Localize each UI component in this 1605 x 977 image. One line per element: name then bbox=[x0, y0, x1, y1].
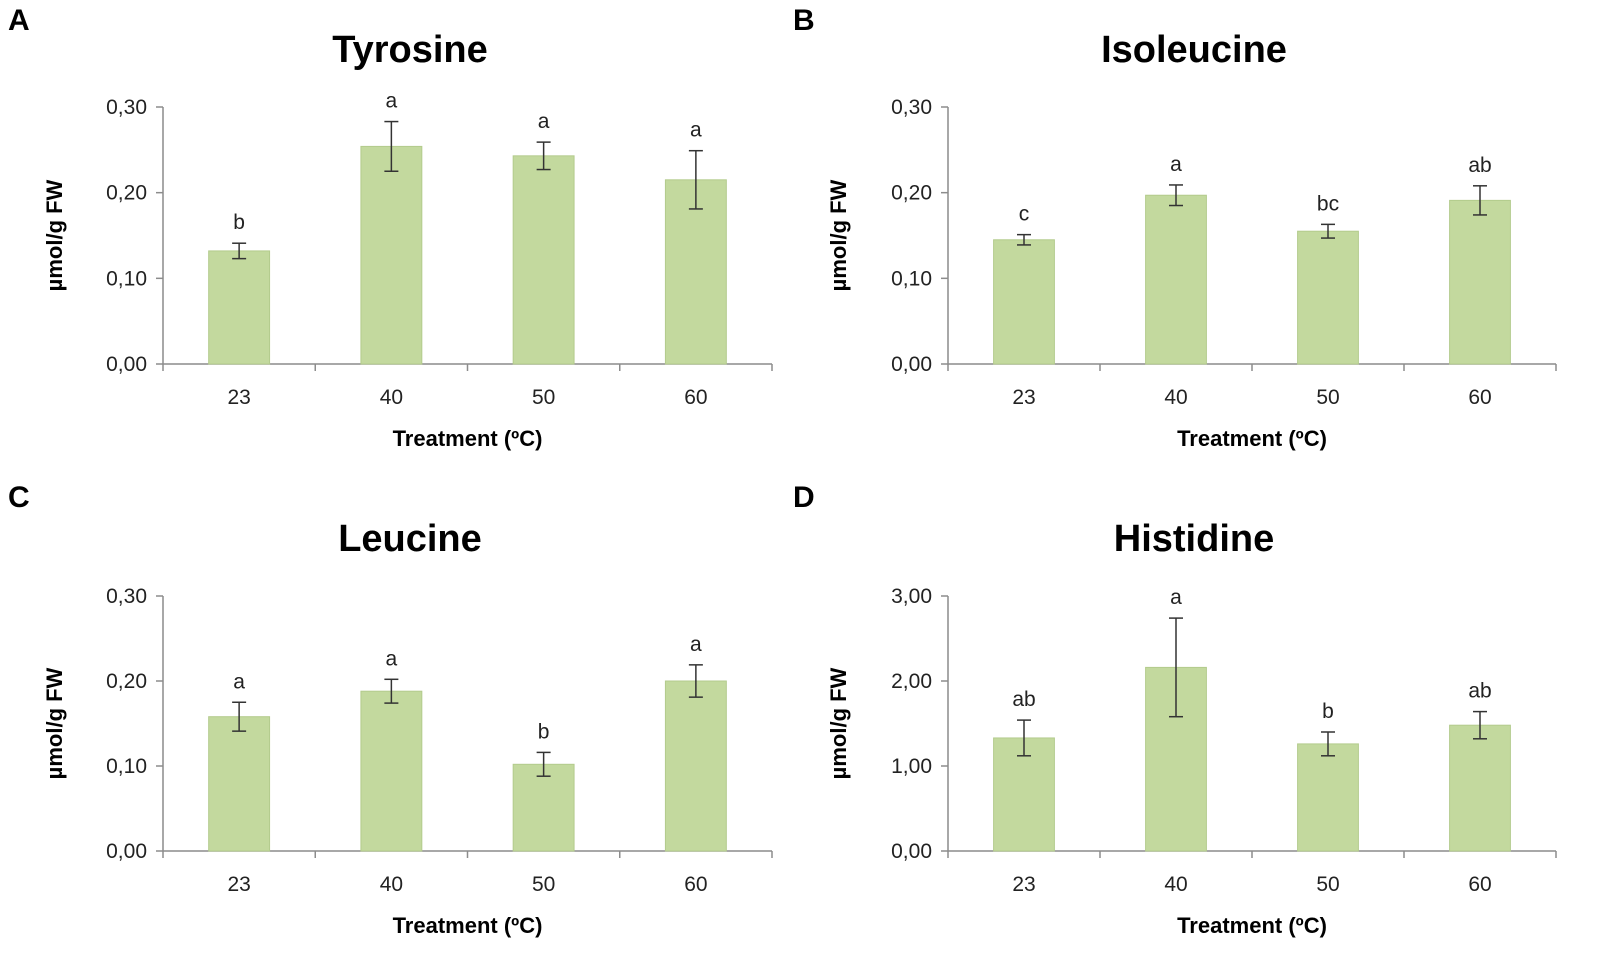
x-axis-title-d: Treatment (ºC) bbox=[1177, 913, 1327, 938]
significance-label-b-50: bc bbox=[1317, 192, 1339, 215]
significance-label-a-60: a bbox=[690, 119, 702, 142]
x-axis-title-b: Treatment (ºC) bbox=[1177, 426, 1327, 451]
significance-label-a-50: a bbox=[538, 110, 550, 133]
panel-letter-b: B bbox=[793, 4, 815, 37]
significance-label-c-23: a bbox=[233, 670, 245, 693]
bar-a-60 bbox=[664, 179, 727, 365]
x-tick-label-c-50: 50 bbox=[532, 873, 555, 896]
y-tick-label-b: 0,10 bbox=[891, 267, 932, 290]
y-tick-label-b: 0,20 bbox=[891, 182, 932, 205]
bar-c-60 bbox=[664, 680, 727, 852]
x-tick-label-b-23: 23 bbox=[1012, 386, 1035, 409]
x-tick-label-d-23: 23 bbox=[1012, 873, 1035, 896]
bar-a-23 bbox=[208, 250, 271, 365]
bar-b-60 bbox=[1449, 199, 1511, 365]
bar-b-50 bbox=[1297, 230, 1359, 365]
chart-panel-a: A Tyrosine 0,00 0,10 0,20 0,30 b 23 a 40 a 50 a 60 Tre… bbox=[8, 4, 773, 451]
bar-a-40 bbox=[360, 145, 423, 365]
bar-c-40 bbox=[360, 690, 423, 852]
y-tick-label-d: 3,00 bbox=[891, 585, 932, 608]
significance-label-b-60: ab bbox=[1468, 154, 1491, 177]
y-tick-label-a: 0,30 bbox=[106, 96, 147, 119]
y-tick-label-c: 0,20 bbox=[106, 670, 147, 693]
y-tick-label-b: 0,30 bbox=[891, 96, 932, 119]
significance-label-b-23: c bbox=[1019, 203, 1030, 226]
x-tick-label-c-23: 23 bbox=[227, 873, 250, 896]
x-tick-label-d-50: 50 bbox=[1316, 873, 1339, 896]
y-tick-label-d: 2,00 bbox=[891, 670, 932, 693]
significance-label-d-50: b bbox=[1322, 700, 1334, 723]
chart-panel-d: D Histidine 0,00 1,00 2,00 3,00 ab 23 a 40 b 50 ab 60… bbox=[793, 481, 1557, 938]
panel-letter-a: A bbox=[8, 4, 30, 37]
x-tick-label-d-40: 40 bbox=[1164, 873, 1187, 896]
y-axis-title-c: µmol/g FW bbox=[42, 667, 67, 779]
bar-c-50 bbox=[512, 763, 575, 852]
bar-b-40 bbox=[1145, 194, 1207, 365]
y-tick-label-a: 0,20 bbox=[106, 182, 147, 205]
x-tick-label-a-23: 23 bbox=[227, 386, 250, 409]
panel-letter-d: D bbox=[793, 481, 815, 514]
chart-panel-c: C Leucine 0,00 0,10 0,20 0,30 a 23 a 40 b 50 a 60 Trea… bbox=[8, 481, 773, 938]
y-axis-title-b: µmol/g FW bbox=[826, 179, 851, 291]
x-tick-label-b-40: 40 bbox=[1164, 386, 1187, 409]
significance-label-d-23: ab bbox=[1012, 688, 1035, 711]
significance-label-a-23: b bbox=[233, 211, 245, 234]
significance-label-c-60: a bbox=[690, 633, 702, 656]
y-tick-label-d: 1,00 bbox=[891, 755, 932, 778]
chart-title-b: Isoleucine bbox=[1101, 29, 1287, 71]
significance-label-a-40: a bbox=[386, 90, 398, 113]
significance-label-c-40: a bbox=[386, 647, 398, 670]
significance-label-d-40: a bbox=[1170, 586, 1182, 609]
y-tick-label-c: 0,30 bbox=[106, 585, 147, 608]
x-tick-label-a-60: 60 bbox=[684, 386, 707, 409]
y-tick-label-b: 0,00 bbox=[891, 353, 932, 376]
bar-b-23 bbox=[993, 239, 1055, 365]
significance-label-d-60: ab bbox=[1468, 680, 1491, 703]
x-axis-title-a: Treatment (ºC) bbox=[393, 426, 543, 451]
y-tick-label-d: 0,00 bbox=[891, 840, 932, 863]
chart-title-d: Histidine bbox=[1114, 518, 1274, 560]
bar-d-60 bbox=[1449, 724, 1511, 852]
panel-letter-c: C bbox=[8, 481, 30, 514]
chart-panel-b: B Isoleucine 0,00 0,10 0,20 0,30 c 23 a 40 bc 50 ab 6… bbox=[793, 4, 1557, 451]
y-axis-title-d: µmol/g FW bbox=[826, 667, 851, 779]
significance-label-c-50: b bbox=[538, 720, 550, 743]
bar-a-50 bbox=[512, 155, 575, 365]
x-axis-title-c: Treatment (ºC) bbox=[393, 913, 543, 938]
significance-label-b-40: a bbox=[1170, 153, 1182, 176]
bar-d-50 bbox=[1297, 743, 1359, 852]
bar-c-23 bbox=[208, 716, 271, 852]
bar-d-23 bbox=[993, 737, 1055, 852]
y-tick-label-a: 0,10 bbox=[106, 267, 147, 290]
x-tick-label-a-40: 40 bbox=[380, 386, 403, 409]
y-tick-label-a: 0,00 bbox=[106, 353, 147, 376]
y-tick-label-c: 0,00 bbox=[106, 840, 147, 863]
x-tick-label-a-50: 50 bbox=[532, 386, 555, 409]
x-tick-label-b-50: 50 bbox=[1316, 386, 1339, 409]
y-tick-label-c: 0,10 bbox=[106, 755, 147, 778]
x-tick-label-c-40: 40 bbox=[380, 873, 403, 896]
y-axis-title-a: µmol/g FW bbox=[42, 179, 67, 291]
chart-title-c: Leucine bbox=[338, 518, 482, 560]
x-tick-label-b-60: 60 bbox=[1468, 386, 1491, 409]
chart-title-a: Tyrosine bbox=[332, 29, 488, 71]
x-tick-label-c-60: 60 bbox=[684, 873, 707, 896]
x-tick-label-d-60: 60 bbox=[1468, 873, 1491, 896]
